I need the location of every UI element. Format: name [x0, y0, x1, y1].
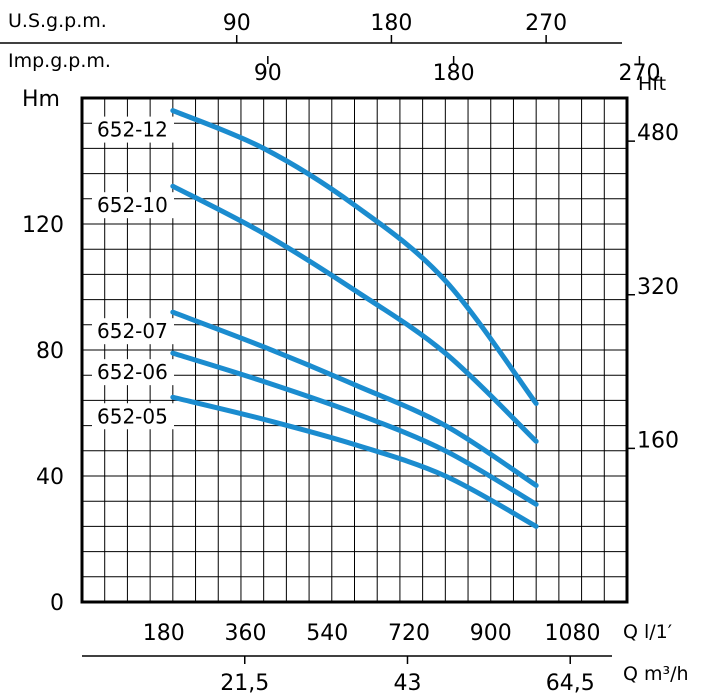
- x-tick-label: 540: [306, 621, 348, 646]
- curve-label-652-12: 652-12: [97, 118, 168, 142]
- x-m3h-tick-label: 43: [393, 671, 421, 696]
- plot-frame: [80, 96, 629, 604]
- y-tick-label: 120: [22, 213, 64, 238]
- y-right-axis-label: Hft: [638, 73, 666, 95]
- x-m3h-tick-label: 21,5: [220, 671, 269, 696]
- y-tick-label: 80: [36, 339, 64, 364]
- pump-curve-652-05: [170, 394, 539, 529]
- curve-label-bg: [92, 192, 174, 219]
- x-tick-label: 1080: [545, 621, 601, 646]
- curve-label-652-10: 652-10: [97, 193, 168, 217]
- pump-curve-652-10: [170, 183, 539, 444]
- x-tick-label: 720: [388, 621, 430, 646]
- y-right-tick-label: 480: [637, 121, 679, 146]
- curve-label-bg: [92, 318, 174, 345]
- x-impgpm-tick-label: 90: [254, 61, 282, 86]
- x-usgpm-axis-label: U.S.g.p.m.: [8, 10, 107, 32]
- curve-label-652-06: 652-06: [97, 360, 168, 384]
- axes: Hm 0 40 80 120 Hft 160 320 480 180 360 540 720 900 108…: [0, 10, 689, 696]
- curve-label-652-07: 652-07: [97, 319, 168, 343]
- y-axis-label: Hm: [22, 87, 60, 112]
- x-impgpm-tick-label: 270: [618, 61, 660, 86]
- x-usgpm-tick-label: 180: [370, 11, 412, 36]
- x-axis-label: Q l/1′: [623, 621, 672, 643]
- curve-label-bg: [92, 403, 174, 430]
- x-usgpm-tick-label: 90: [223, 11, 251, 36]
- x-usgpm-tick-label: 270: [525, 11, 567, 36]
- x-tick-label: 900: [470, 621, 512, 646]
- x-impgpm-axis-label: Imp.g.p.m.: [8, 50, 111, 72]
- curve-label-652-05: 652-05: [97, 404, 168, 428]
- curve-label-bg: [92, 116, 174, 143]
- y-right-tick-label: 320: [637, 275, 679, 300]
- grid: [82, 98, 627, 602]
- x-m3h-tick-label: 64,5: [546, 671, 595, 696]
- pump-curve-652-06: [170, 350, 539, 507]
- pump-curve-652-12: [170, 108, 539, 407]
- y-tick-label: 0: [50, 591, 64, 616]
- curve-label-bg: [92, 359, 174, 386]
- x-tick-label: 180: [143, 621, 185, 646]
- curves: [170, 108, 539, 529]
- pump-curve-652-07: [170, 309, 539, 488]
- y-right-tick-label: 160: [637, 428, 679, 453]
- x-m3h-axis-label: Q m³/h: [623, 663, 689, 685]
- curve-labels: 652-12 652-10 652-07 652-06 652-05: [92, 116, 174, 430]
- y-tick-label: 40: [36, 465, 64, 490]
- x-tick-label: 360: [225, 621, 267, 646]
- x-impgpm-tick-label: 180: [433, 61, 475, 86]
